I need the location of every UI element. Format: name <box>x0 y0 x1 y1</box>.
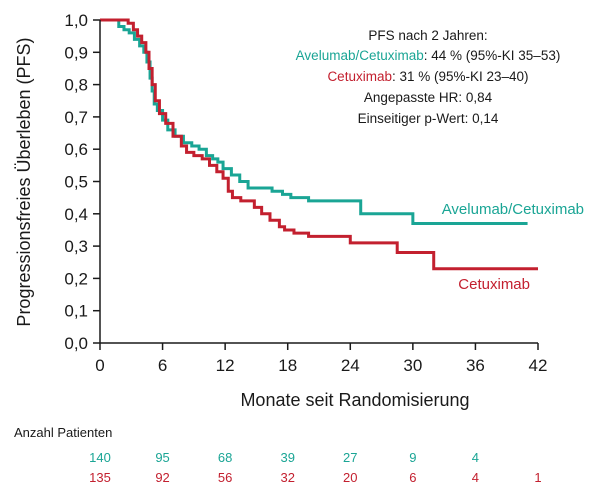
annotation-p-value: Einseitiger p-Wert: 0,14 <box>358 111 499 126</box>
x-tick-label: 6 <box>158 356 167 375</box>
annotation-line-cetuximab: Cetuximab: 31 % (95%-KI 23–40) <box>327 69 528 84</box>
risk-cell: 20 <box>343 470 357 485</box>
x-tick-label: 24 <box>341 356 360 375</box>
risk-cell: 4 <box>472 450 479 465</box>
risk-cell: 1 <box>534 470 541 485</box>
risk-cell: 6 <box>409 470 416 485</box>
annotation-avelumab-value: : 44 % (95%-KI 35–53) <box>424 48 561 63</box>
y-axis-label: Progressionsfreies Überleben (PFS) <box>14 37 34 326</box>
risk-cell: 68 <box>218 450 232 465</box>
x-tick-label: 36 <box>466 356 485 375</box>
risk-cell: 56 <box>218 470 232 485</box>
risk-cell: 27 <box>343 450 357 465</box>
x-tick-label: 30 <box>403 356 422 375</box>
x-tick-label: 12 <box>216 356 235 375</box>
y-tick-label: 0,8 <box>64 76 88 95</box>
series-group <box>100 18 538 271</box>
y-tick-label: 0,6 <box>64 140 88 159</box>
y-tick-label: 0,3 <box>64 237 88 256</box>
risk-cell: 95 <box>155 450 169 465</box>
x-tick-label: 42 <box>529 356 548 375</box>
annotation-hr: Angepasste HR: 0,84 <box>364 90 493 105</box>
y-tick-label: 0,4 <box>64 205 88 224</box>
y-tick-label: 0,5 <box>64 173 88 192</box>
x-axis-ticks: 0 6 12 18 24 30 36 42 <box>95 343 547 375</box>
annotation-cetuximab-value: : 31 % (95%-KI 23–40) <box>392 69 529 84</box>
x-tick-label: 18 <box>278 356 297 375</box>
risk-cell: 9 <box>409 450 416 465</box>
y-tick-label: 1,0 <box>64 11 88 30</box>
risk-cell: 135 <box>89 470 111 485</box>
series-line-avelumab <box>100 18 528 225</box>
pfs-annotation: PFS nach 2 Jahren: Avelumab/Cetuximab: 4… <box>296 28 561 126</box>
y-tick-label: 0,1 <box>64 302 88 321</box>
risk-row-avelumab: 140 95 68 39 27 9 4 <box>89 450 479 465</box>
risk-cell: 140 <box>89 450 111 465</box>
risk-row-cetuximab: 135 92 56 32 20 6 4 1 <box>89 470 541 485</box>
risk-table: Anzahl Patienten 140 95 68 39 27 9 4 135 92 56 32… <box>14 425 542 485</box>
annotation-avelumab-name: Avelumab/Cetuximab <box>296 48 424 63</box>
x-tick-label: 0 <box>95 356 104 375</box>
series-label-cetuximab: Cetuximab <box>458 276 530 293</box>
annotation-title: PFS nach 2 Jahren: <box>368 28 487 43</box>
risk-cell: 39 <box>280 450 294 465</box>
risk-cell: 4 <box>472 470 479 485</box>
risk-cell: 92 <box>155 470 169 485</box>
y-axis-ticks: 0,0 0,1 0,2 0,3 0,4 0,5 0,6 0,7 0,8 0,9 1,0 <box>64 11 100 353</box>
annotation-cetuximab-name: Cetuximab <box>327 69 392 84</box>
plot-area: 0,0 0,1 0,2 0,3 0,4 0,5 0,6 0,7 0,8 0,9 1,0 0 6 12 18… <box>64 11 547 375</box>
y-tick-label: 0,0 <box>64 334 88 353</box>
risk-table-title: Anzahl Patienten <box>14 425 112 440</box>
series-label-avelumab: Avelumab/Cetuximab <box>442 201 584 218</box>
y-tick-label: 0,7 <box>64 108 88 127</box>
series-line-cetuximab <box>100 18 538 271</box>
x-axis-label: Monate seit Randomisierung <box>240 390 469 410</box>
y-tick-label: 0,9 <box>64 43 88 62</box>
annotation-line-avelumab: Avelumab/Cetuximab: 44 % (95%-KI 35–53) <box>296 48 561 63</box>
y-tick-label: 0,2 <box>64 269 88 288</box>
risk-cell: 32 <box>280 470 294 485</box>
